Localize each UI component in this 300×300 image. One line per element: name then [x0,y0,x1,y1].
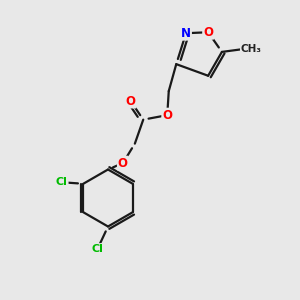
Text: O: O [162,109,172,122]
Text: O: O [203,26,213,39]
Text: Cl: Cl [56,177,68,187]
Text: O: O [118,157,128,169]
Text: Cl: Cl [92,244,104,254]
Text: CH₃: CH₃ [241,44,262,54]
Text: N: N [181,27,191,40]
Text: O: O [126,94,136,107]
